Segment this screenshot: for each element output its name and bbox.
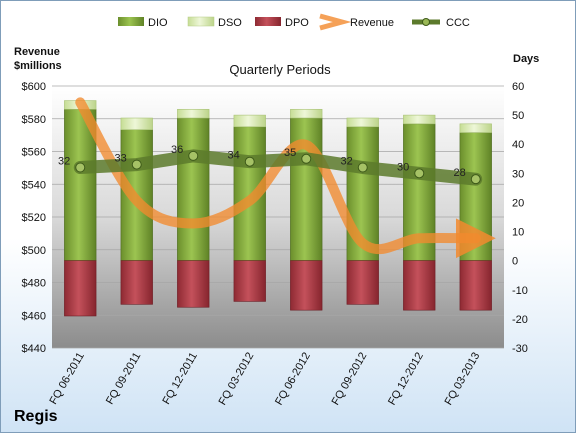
legend-dso-label: DSO	[218, 17, 242, 29]
bar-dpo	[290, 260, 323, 311]
bar-dio	[64, 108, 97, 261]
right-tick-label: 0	[512, 256, 518, 268]
bar-dpo	[459, 260, 492, 311]
legend-revenue-icon	[319, 13, 352, 31]
right-axis-label: Days	[513, 53, 539, 65]
right-tick-label: 60	[512, 81, 524, 93]
ccc-line	[73, 149, 483, 186]
bar-dso	[177, 108, 210, 119]
ccc-point	[244, 156, 255, 167]
left-tick-label: $480	[22, 278, 46, 290]
ccc-series: 32 33 36 34 35 32 30 28	[58, 144, 483, 186]
right-axis-ticks: -30 -20 -10 0 10 20 30 40 50 60	[512, 81, 528, 355]
right-tick-label: 20	[512, 197, 524, 209]
ccc-data-label: 35	[284, 147, 296, 159]
bar-dio	[177, 117, 210, 261]
right-tick-label: -10	[512, 285, 528, 297]
ccc-data-label: 32	[341, 156, 353, 168]
left-axis-label-line1: Revenue	[14, 46, 60, 58]
ccc-point	[357, 162, 368, 173]
legend-ccc-label: CCC	[446, 17, 470, 29]
ccc-data-label: 33	[115, 153, 127, 165]
legend-dio-label: DIO	[148, 17, 168, 29]
legend-ccc-marker	[422, 18, 430, 26]
right-tick-label: 10	[512, 227, 524, 239]
bar-dio	[290, 117, 323, 261]
left-axis-ticks: $440 $460 $480 $500 $520 $540 $560 $580 $600	[22, 81, 46, 355]
bar-dpo	[120, 260, 153, 305]
bar-dso	[233, 114, 266, 128]
left-tick-label: $460	[22, 310, 46, 322]
ccc-point	[470, 174, 481, 185]
bar-dpo	[64, 260, 97, 317]
left-tick-label: $580	[22, 114, 46, 126]
brand-label: Regis	[14, 408, 58, 425]
ccc-point	[131, 159, 142, 170]
bar-dpo	[177, 260, 210, 308]
ccc-data-label: 32	[58, 156, 70, 168]
legend-revenue-label: Revenue	[350, 17, 394, 29]
bar-dso	[403, 114, 436, 125]
left-axis-label-line2: $millions	[14, 60, 62, 72]
ccc-point	[75, 162, 86, 173]
legend-dpo-swatch	[255, 17, 281, 26]
left-tick-label: $500	[22, 245, 46, 257]
bar-dso	[290, 108, 323, 119]
ccc-point	[414, 168, 425, 179]
bar-dpo	[403, 260, 436, 311]
legend-dpo-label: DPO	[285, 17, 309, 29]
right-tick-label: 30	[512, 168, 524, 180]
right-tick-label: 40	[512, 139, 524, 151]
bar-dso	[120, 117, 153, 130]
legend-dio-swatch	[118, 17, 144, 26]
ccc-point	[301, 153, 312, 164]
bar-dso	[459, 123, 492, 133]
ccc-data-label: 30	[397, 161, 409, 173]
left-tick-label: $560	[22, 147, 46, 159]
right-tick-label: -30	[512, 343, 528, 355]
left-tick-label: $440	[22, 343, 46, 355]
right-tick-label: -20	[512, 314, 528, 326]
left-tick-label: $520	[22, 212, 46, 224]
bar-dpo	[346, 260, 379, 305]
ccc-data-label: 36	[171, 144, 183, 156]
legend: DIO DSO DPO Revenue CCC	[118, 13, 470, 31]
ccc-data-label: 34	[228, 150, 240, 162]
right-tick-label: 50	[512, 110, 524, 122]
bar-dpo	[233, 260, 266, 302]
ccc-data-label: 28	[454, 167, 466, 179]
left-tick-label: $540	[22, 179, 46, 191]
legend-dso-swatch	[187, 16, 215, 27]
bar-dso	[346, 117, 379, 128]
ccc-point	[188, 150, 199, 161]
left-tick-label: $600	[22, 81, 46, 93]
chart-title: Quarterly Periods	[229, 62, 331, 77]
